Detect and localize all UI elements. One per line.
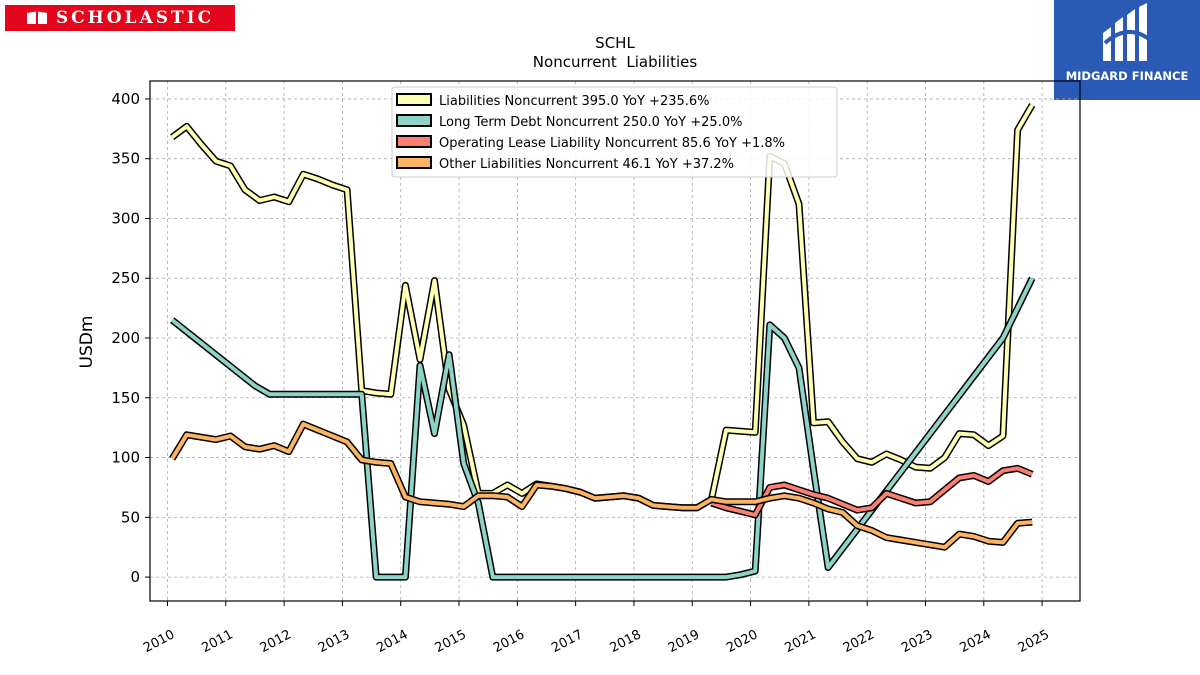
scholastic-wordmark: SCHOLASTIC	[55, 8, 215, 28]
chart-title: SCHL	[595, 34, 635, 52]
y-axis-label: USDm	[77, 316, 97, 369]
x-tick-label: 2011	[199, 627, 235, 656]
midgard-finance-logo: MIDGARD FINANCE	[1054, 0, 1200, 100]
x-tick-label: 2012	[258, 627, 294, 656]
x-tick-label: 2018	[608, 627, 644, 656]
x-tick-label: 2014	[374, 627, 410, 656]
series-line-3	[170, 422, 1033, 550]
scholastic-logo: SCHOLASTIC	[5, 5, 235, 31]
legend-label: Other Liabilities Noncurrent 46.1 YoY +3…	[439, 157, 734, 172]
legend-swatch	[396, 114, 432, 127]
series-lines	[169, 103, 1036, 581]
legend-label: Liabilities Noncurrent 395.0 YoY +235.6%	[439, 94, 710, 109]
plot-frame	[149, 80, 1081, 602]
x-tick-label: 2015	[433, 627, 469, 656]
y-tick-label: 350	[111, 150, 140, 168]
legend-swatch	[396, 93, 432, 106]
open-book-icon	[26, 11, 47, 24]
x-tick-label: 2024	[957, 627, 993, 656]
y-tick-label: 400	[111, 90, 140, 108]
x-tick-label: 2013	[316, 627, 352, 656]
legend-box	[391, 86, 838, 178]
x-tick-label: 2021	[782, 627, 818, 656]
y-tick-label: 100	[111, 449, 140, 467]
x-tick-label: 2019	[666, 627, 702, 656]
x-tick-label: 2022	[841, 627, 877, 656]
midgard-mark-icon	[1103, 3, 1151, 61]
series-line-1	[170, 277, 1034, 580]
x-tick-label: 2020	[724, 627, 760, 656]
x-tick-label: 2025	[1016, 627, 1052, 656]
y-tick-label: 0	[130, 568, 140, 586]
legend: Liabilities Noncurrent 395.0 YoY +235.6%…	[391, 86, 838, 178]
x-tick-label: 2010	[141, 627, 177, 656]
y-axis-ticks: 0 50 100 150 200 250 300 350 400	[111, 90, 150, 586]
x-tick-label: 2016	[491, 627, 527, 656]
y-tick-label: 300	[111, 209, 140, 227]
chart-subtitle: Noncurrent Liabilities	[533, 53, 698, 71]
x-tick-label: 2017	[549, 627, 585, 656]
y-tick-label: 50	[121, 508, 140, 526]
y-tick-label: 150	[111, 389, 140, 407]
legend-swatch	[396, 135, 432, 148]
x-axis-ticks: 2010 2011 2012 2013 2014 2015 2016 2017 2018 2019…	[141, 601, 1052, 656]
legend-swatch	[396, 156, 432, 169]
legend-label: Long Term Debt Noncurrent 250.0 YoY +25.…	[439, 115, 742, 130]
y-tick-label: 250	[111, 269, 140, 287]
x-tick-label: 2023	[899, 627, 935, 656]
y-tick-label: 200	[111, 329, 140, 347]
series-outline-3	[169, 420, 1033, 551]
legend-label: Operating Lease Liability Noncurrent 85.…	[439, 136, 785, 151]
midgard-wordmark: MIDGARD FINANCE	[1065, 69, 1189, 83]
